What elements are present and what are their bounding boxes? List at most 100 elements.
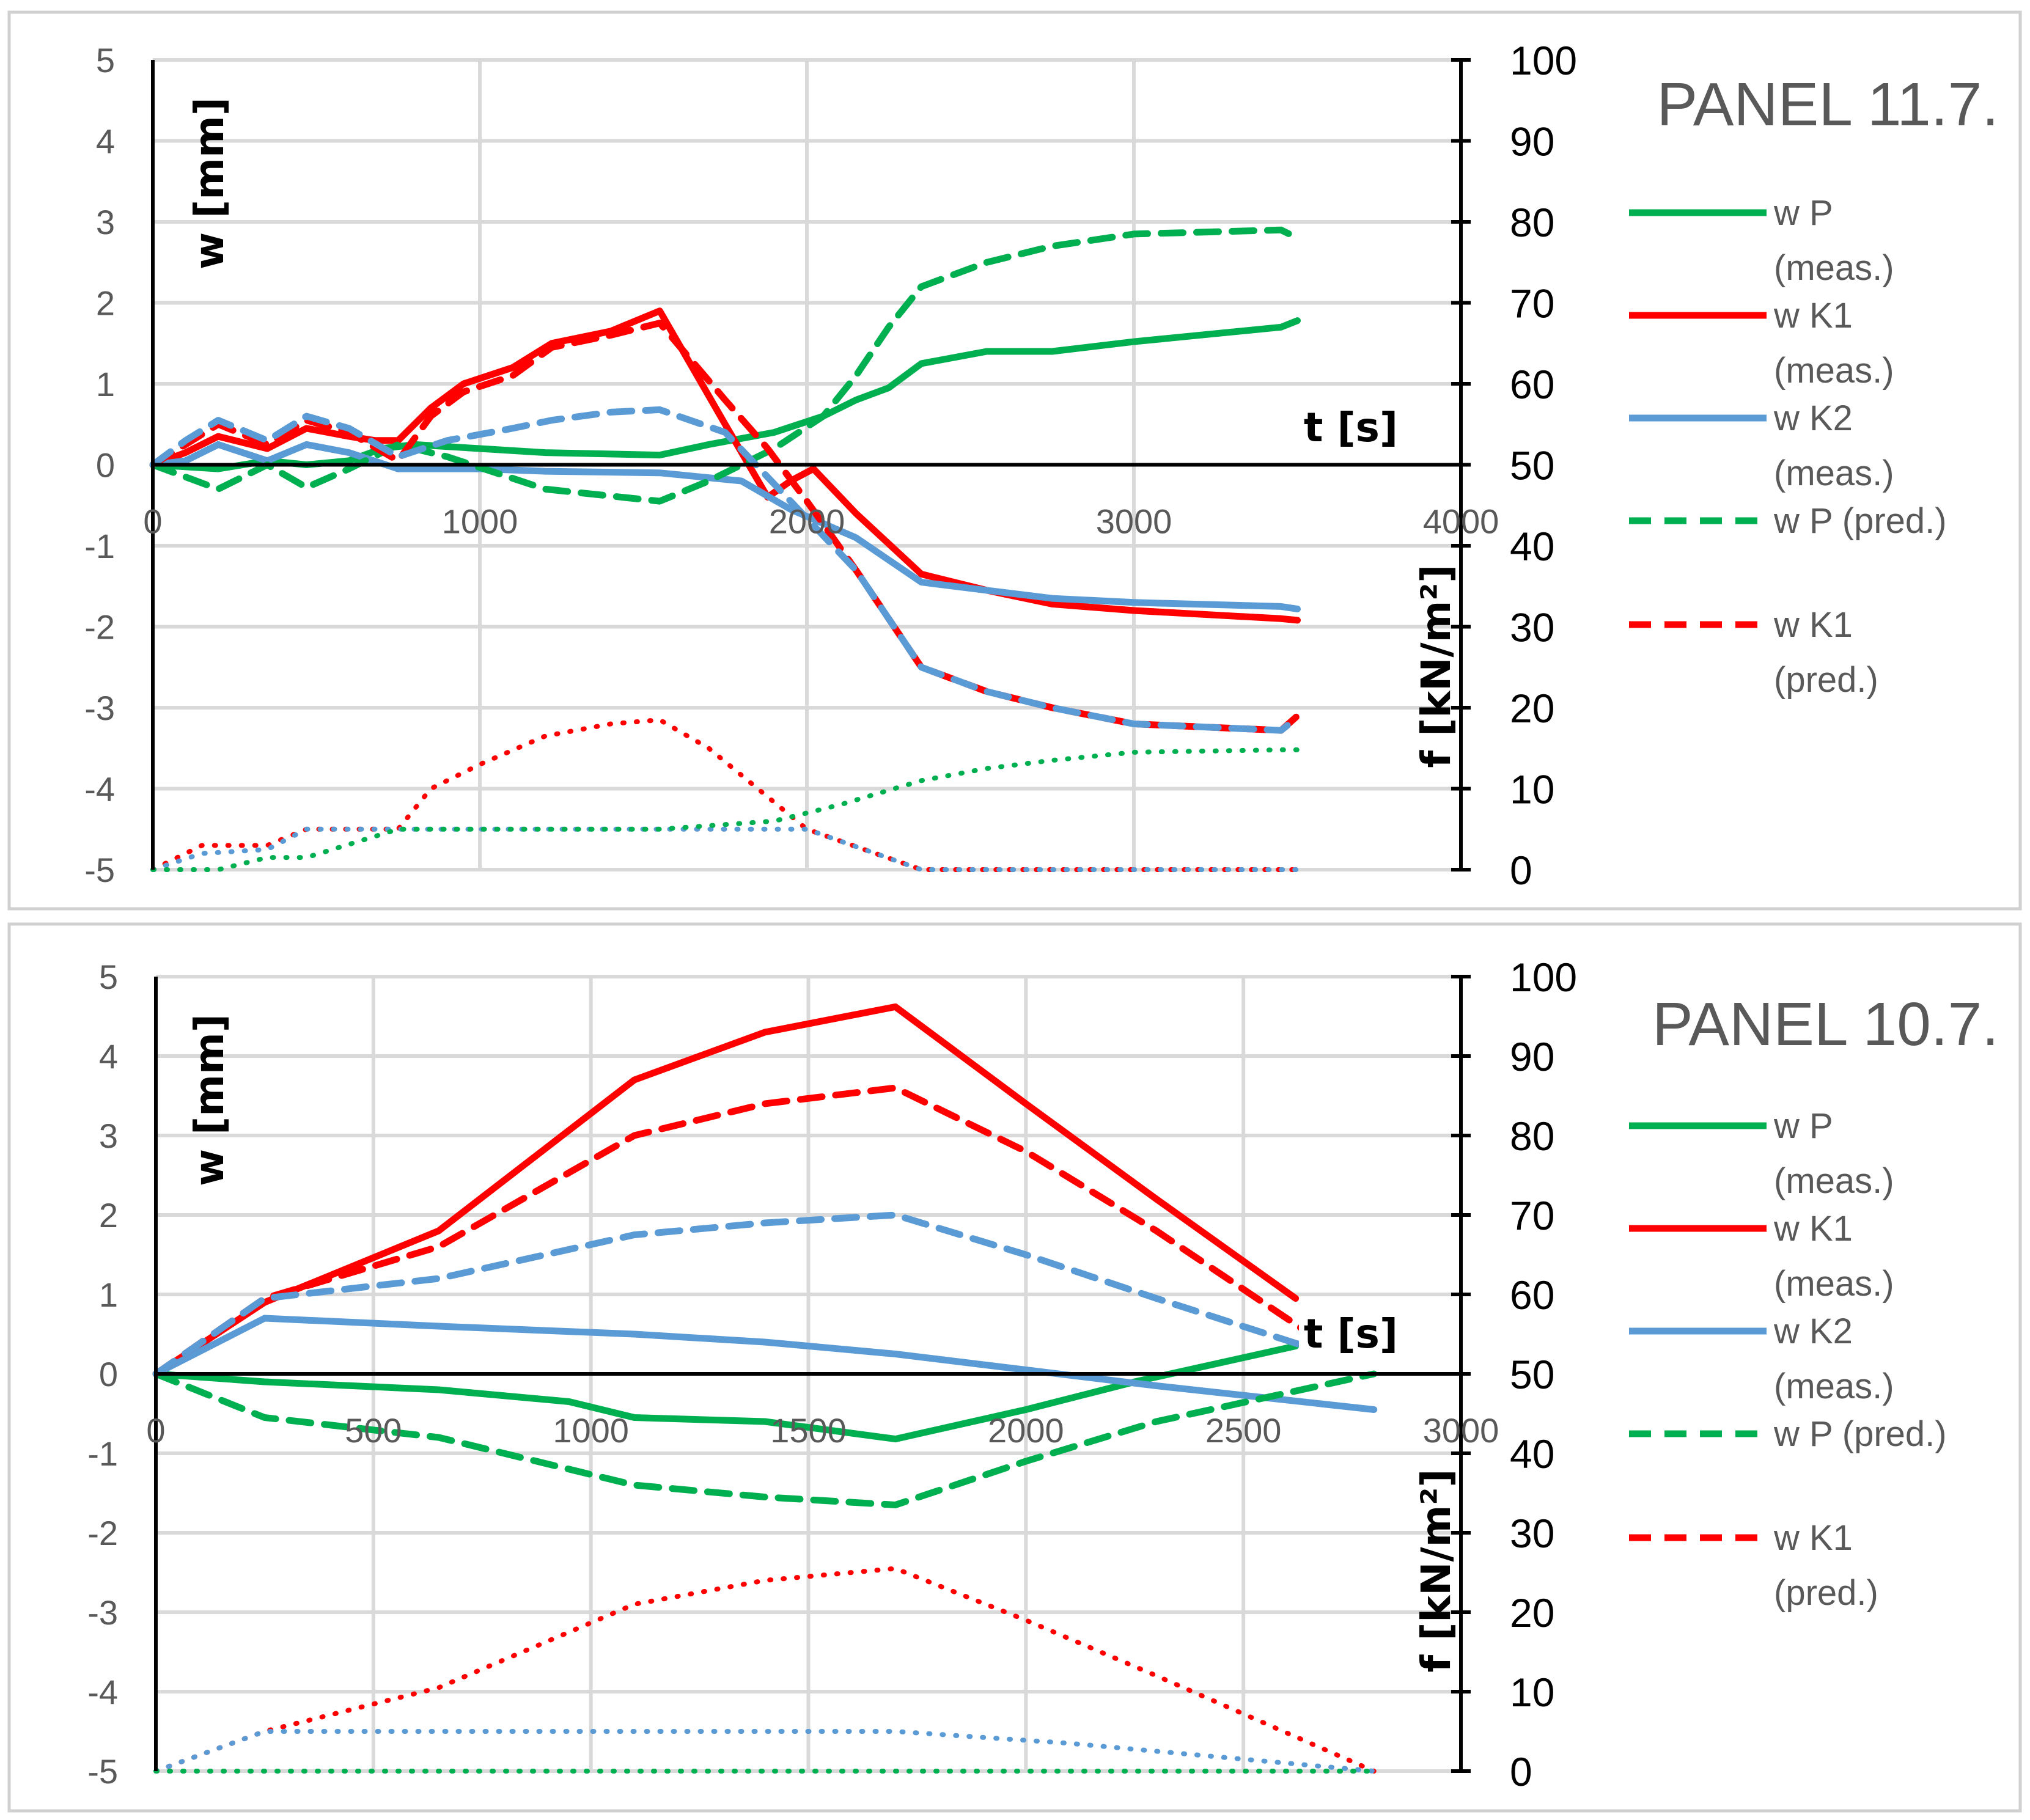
panel-10-7-y2tick-label: 0 <box>1510 1749 1532 1794</box>
panel-10-7-legend-label-wK2_meas: (meas.) <box>1774 1367 1894 1406</box>
panel-11-7-legend-label-wK2_meas: (meas.) <box>1774 453 1894 493</box>
panel-10-7-y2tick-label: 40 <box>1510 1431 1554 1477</box>
panel-10-7-series-w-k2-pred-dashed <box>152 1211 1308 1378</box>
panel-11-7-xtick-label: 4000 <box>1423 502 1499 541</box>
panel-10-7-xtick-label: 2000 <box>988 1411 1064 1450</box>
panel-10-7-y2tick-label: 30 <box>1510 1511 1554 1556</box>
panel-10-7-xlabel: t [s] <box>1304 1310 1398 1357</box>
panel-11-7-legend-label-wP_meas: (meas.) <box>1774 248 1894 288</box>
panel-10-7-xlabel-bg <box>1299 1301 1409 1365</box>
panel-11-7-legend-label-wK1_meas: (meas.) <box>1774 351 1894 391</box>
panel-10-7-legend-label-wP_meas: w P <box>1773 1106 1833 1146</box>
panel-10-7-xtick-label: 1000 <box>553 1411 629 1450</box>
panel-11-7-legend-label-wP_pred: w P (pred.) <box>1773 501 1947 541</box>
panel-11-7-legend-label-wP_meas: w P <box>1773 193 1833 233</box>
panel-10-7-legend: w P (meas.) w K1 (meas.) w K2 (meas.) w P (pre… <box>1629 1106 1947 1613</box>
panel-10-7-y2tick-label: 10 <box>1510 1670 1554 1715</box>
panel-11-7-y2tick-label: 90 <box>1510 119 1554 164</box>
panel-11-7-xtick-label: 0 <box>143 502 162 541</box>
panel-10-7-ytick-label: 4 <box>99 1037 118 1076</box>
panel-11-7-ytick-label: -2 <box>84 608 115 647</box>
panel-10-7-axes <box>154 975 1471 1773</box>
panel-10-7-xtick-label: 3000 <box>1423 1411 1499 1450</box>
panel-10-7-series-w-p-pred-dashed <box>152 1370 1378 1508</box>
panel-10-7-ytick-label: 2 <box>99 1196 118 1235</box>
panel-11-7-ytick-label: -4 <box>84 770 115 809</box>
panel-10-7-ytick-label: -5 <box>87 1752 118 1791</box>
panel-11-7-ytick-label: 0 <box>96 446 115 485</box>
panel-10-7-ytick-label: -1 <box>87 1434 118 1473</box>
panel-11-7-ytick-label: 2 <box>96 284 115 323</box>
panel-10-7-y2tick-label: 90 <box>1510 1034 1554 1079</box>
panel-10-7-series-w-p-meas-solid <box>152 1343 1300 1443</box>
panel-11-7-xlabel-bg <box>1299 394 1409 458</box>
panel-11-7-legend: w P (meas.) w K1 (meas.) w K2 (meas.) w P (pre… <box>1629 193 1947 700</box>
panel-11-7-ytick-label: -5 <box>84 851 115 889</box>
panel-10-7-ytick-label: -2 <box>87 1514 118 1552</box>
panel-11-7-xtick-label: 2000 <box>769 502 845 541</box>
panel-10-7-ylabel: w [mm] <box>186 1014 233 1186</box>
panel-11-7-frame <box>7 10 2022 911</box>
panel-10-7-y2tick-label: 80 <box>1510 1114 1554 1159</box>
panel-10-7-y2tick-label: 100 <box>1510 955 1577 1000</box>
panel-10-7-ytick-label: -4 <box>87 1673 118 1711</box>
panel-11-7-series-f-p-dotted <box>150 747 1300 872</box>
panel-10-7-xtick-label: 1500 <box>770 1411 847 1450</box>
panel-10-7-legend-label-wP_pred: w P (pred.) <box>1773 1414 1947 1454</box>
panel-11-7-y2tick-label: 100 <box>1510 38 1577 83</box>
panel-10-7-series-w-k1-pred-dashed <box>152 1084 1308 1378</box>
panel-11-7-y2tick-label: 0 <box>1510 848 1532 893</box>
panel-11-7-y2tick-label: 10 <box>1510 767 1554 812</box>
panel-10-7-series <box>152 1003 1378 1774</box>
panel-10-7-ytick-label: 1 <box>99 1275 118 1314</box>
panel-11-7-title: PANEL 11.7. <box>1657 70 1999 139</box>
panel-11-7-series-w-k2-meas-solid <box>149 441 1301 612</box>
panel-11-7-y2tick-label: 30 <box>1510 605 1554 650</box>
panel-11-7-legend-label-wK2_meas: w K2 <box>1773 398 1853 438</box>
panel-11-7-y2tick-label: 40 <box>1510 524 1554 569</box>
panel-10-7-legend-label-wP_meas: (meas.) <box>1774 1161 1894 1201</box>
panel-11-7-xlabel: t [s] <box>1304 404 1398 451</box>
panel-11-7-series-w-k2-pred-dashed <box>149 406 1301 734</box>
panel-11-7-y2label: f [kN/m²] <box>1413 565 1460 768</box>
panel-10-7-y2tick-label: 50 <box>1510 1352 1554 1397</box>
panel-10-7-ytick-label: 5 <box>99 958 118 996</box>
panel-11-7-xtick-label: 3000 <box>1096 502 1172 541</box>
panel-10-7-legend-label-wK1_meas: (meas.) <box>1774 1264 1894 1304</box>
panel-10-7-ytick-label: 3 <box>99 1117 118 1155</box>
panel-10-7-y2tick-label: 60 <box>1510 1272 1554 1318</box>
panel-10-7-ytick-label: 0 <box>99 1355 118 1393</box>
panel-11-7-axes <box>151 58 1471 871</box>
panel-10-7-series-w-k2-meas-solid <box>152 1315 1378 1413</box>
panel-10-7-series-f-k2-dotted <box>153 1729 1377 1774</box>
panel-11-7-ytick-label: -1 <box>84 527 115 565</box>
panel-10-7-legend-label-wK1_pred: (pred.) <box>1774 1573 1878 1613</box>
panel-11-7-series-w-p-pred-dashed <box>149 226 1301 505</box>
panel-10-7-xtick-label: 500 <box>345 1411 402 1450</box>
panel-11-7-y2tick-label: 20 <box>1510 686 1554 731</box>
panel-11-7-ytick-label: 3 <box>96 203 115 241</box>
panel-11-7-legend-label-wK1_pred: w K1 <box>1773 605 1853 645</box>
panel-11-7-ytick-label: 4 <box>96 122 115 161</box>
panel-11-7-y2tick-label: 70 <box>1510 281 1554 326</box>
panel-10-7-series-f-k1-dotted <box>153 1566 1377 1774</box>
panel-10-7-y2tick-label: 70 <box>1510 1193 1554 1238</box>
panel-11-7-y2tick-label: 60 <box>1510 362 1554 407</box>
panel-11-7-legend-label-wK1_pred: (pred.) <box>1774 660 1878 700</box>
panel-10-7-title: PANEL 10.7. <box>1652 990 1999 1059</box>
panel-10-7-ytick-label: -3 <box>87 1593 118 1632</box>
panel-10-7-y2label: f [kN/m²] <box>1413 1469 1460 1673</box>
panel-11-7-ytick-label: 5 <box>96 41 115 79</box>
panel-11-7-ytick-label: -3 <box>84 689 115 727</box>
panel-10-7-legend-label-wK1_meas: w K1 <box>1773 1209 1853 1249</box>
panel-11-7-ytick-label: 1 <box>96 365 115 403</box>
panel-10-7-xtick-label: 2500 <box>1205 1411 1282 1450</box>
panel-11-7-y2tick-label: 50 <box>1510 443 1554 488</box>
panel-10-7-y2tick-label: 20 <box>1510 1590 1554 1635</box>
panel-10-7-legend-label-wK1_pred: w K1 <box>1773 1518 1853 1558</box>
